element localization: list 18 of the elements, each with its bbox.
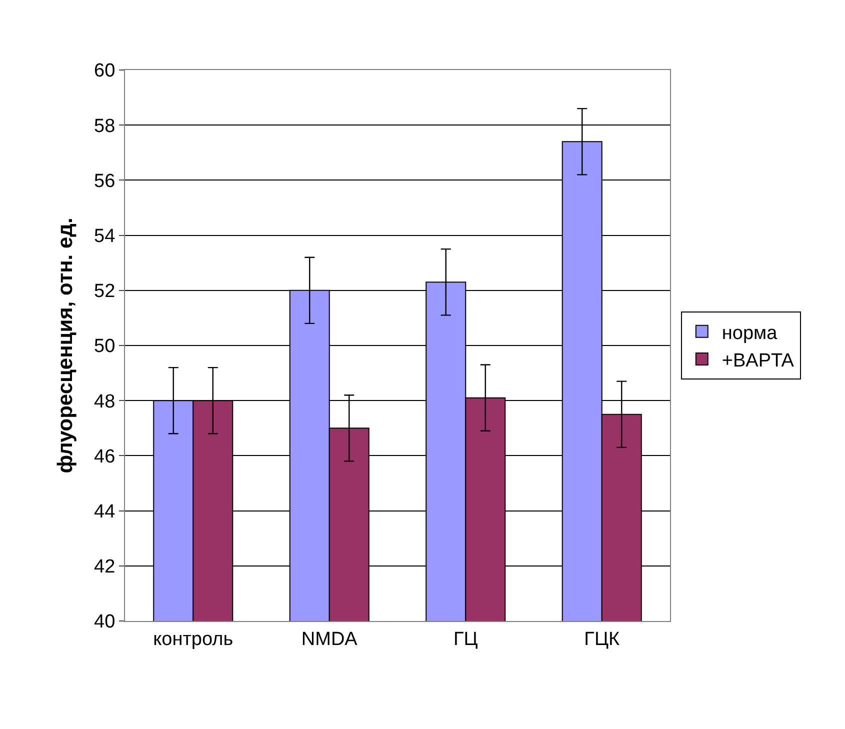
y-tick-label: 54 — [94, 226, 116, 247]
y-tick-label: 50 — [94, 336, 116, 358]
y-tick-label: 48 — [94, 391, 116, 412]
x-tick-label: ГЦК — [584, 628, 620, 650]
y-tick-label: 60 — [94, 60, 116, 82]
y-tick-label: 42 — [94, 556, 116, 578]
y-tick-label: 52 — [94, 281, 116, 302]
y-tick-label: 58 — [94, 116, 116, 137]
y-axis-title: флуоресценция, отн. ед. — [54, 218, 78, 474]
legend-label: +BAPTA — [722, 350, 794, 372]
y-tick-label: 44 — [94, 501, 116, 522]
x-tick-label: NMDA — [301, 628, 358, 650]
y-tick-label: 56 — [94, 170, 116, 192]
y-tick-label: 40 — [94, 612, 116, 633]
x-tick-label: ГЦ — [453, 628, 478, 650]
x-tick-label: контроль — [153, 628, 234, 650]
y-tick-label: 46 — [94, 446, 116, 468]
legend-label: норма — [722, 322, 778, 344]
